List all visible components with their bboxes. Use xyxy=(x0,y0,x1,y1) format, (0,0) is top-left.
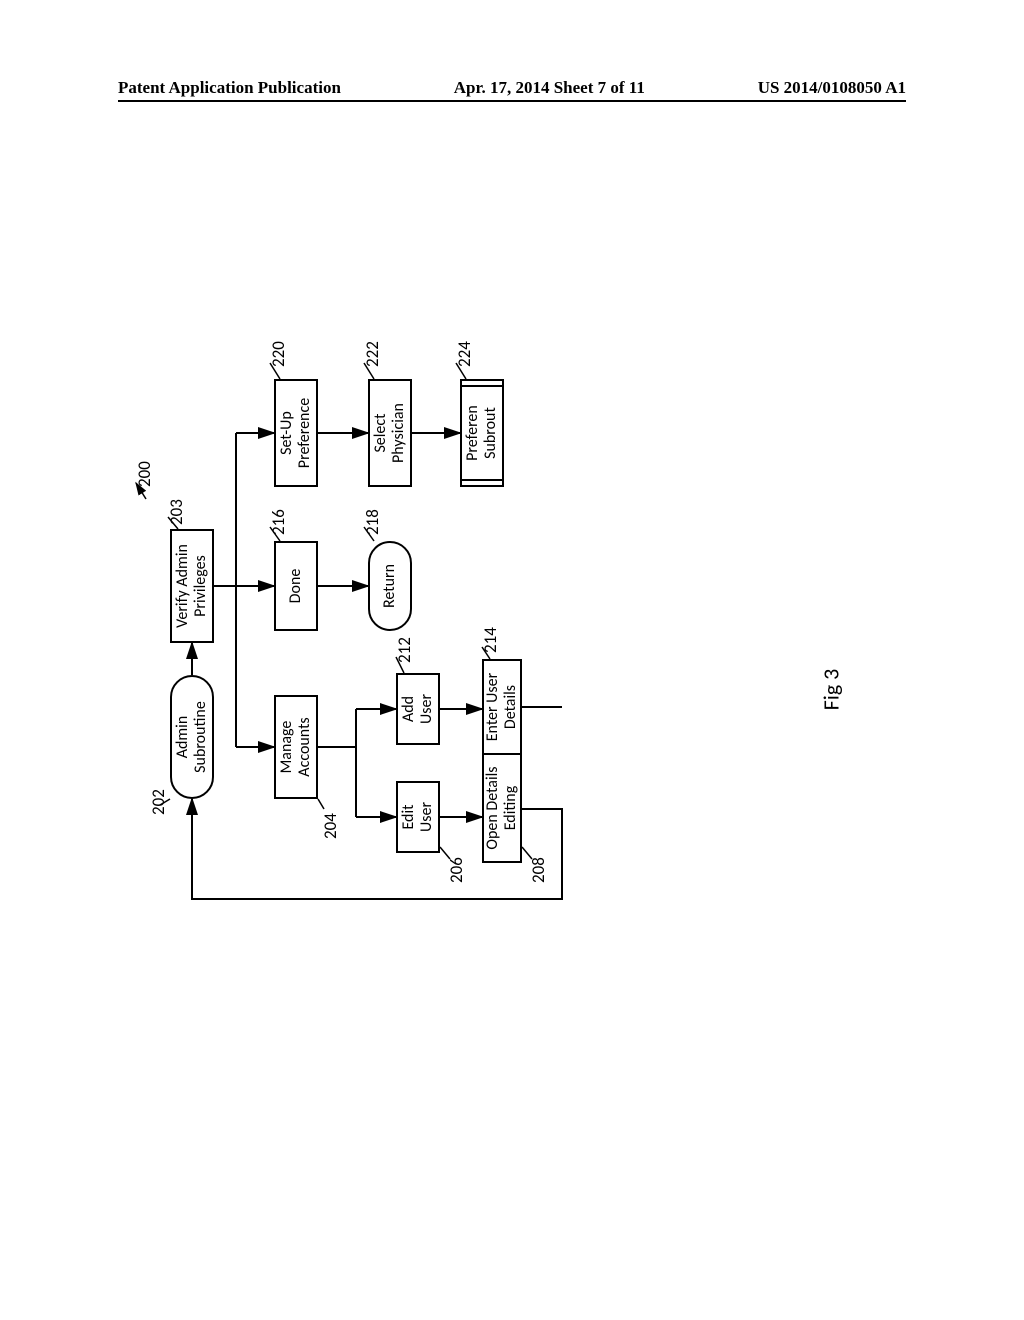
ref-216: 216 xyxy=(268,509,289,535)
node-add_user: AddUser xyxy=(396,673,440,745)
figure-label: Fig 3 xyxy=(817,669,844,711)
ref-224: 224 xyxy=(454,341,475,367)
ref-220: 220 xyxy=(268,341,289,367)
node-enter_det: Enter UserDetails xyxy=(482,659,522,755)
node-setup_pref: Set-UpPreference xyxy=(274,379,318,487)
ref-222: 222 xyxy=(362,341,383,367)
node-open_details: Open DetailsEditing xyxy=(482,753,522,863)
ref-203: 203 xyxy=(166,499,187,525)
ref-218: 218 xyxy=(362,509,383,535)
ref-200: 200 xyxy=(134,461,155,487)
ref-214: 214 xyxy=(480,627,501,653)
node-select_phys: SelectPhysician xyxy=(368,379,412,487)
ref-208: 208 xyxy=(528,857,549,883)
header-right: US 2014/0108050 A1 xyxy=(758,78,906,98)
flowchart-diagram: AdminSubroutine Verify AdminPrivileges Man… xyxy=(170,357,830,853)
node-manage: ManageAccounts xyxy=(274,695,318,799)
ref-212: 212 xyxy=(394,637,415,663)
ref-206: 206 xyxy=(446,857,467,883)
ref-204: 204 xyxy=(320,813,341,839)
page-header: Patent Application Publication Apr. 17, … xyxy=(118,78,906,98)
ref-202: 202 xyxy=(148,789,169,815)
node-done: Done xyxy=(274,541,318,631)
node-admin_sub: AdminSubroutine xyxy=(170,675,214,799)
node-verify: Verify AdminPrivileges xyxy=(170,529,214,643)
header-left: Patent Application Publication xyxy=(118,78,341,98)
node-edit_user: EditUser xyxy=(396,781,440,853)
node-pref_sub: PreferenSubrout xyxy=(460,379,504,487)
header-rule xyxy=(118,100,906,102)
header-center: Apr. 17, 2014 Sheet 7 of 11 xyxy=(454,78,645,98)
node-return: Return xyxy=(368,541,412,631)
